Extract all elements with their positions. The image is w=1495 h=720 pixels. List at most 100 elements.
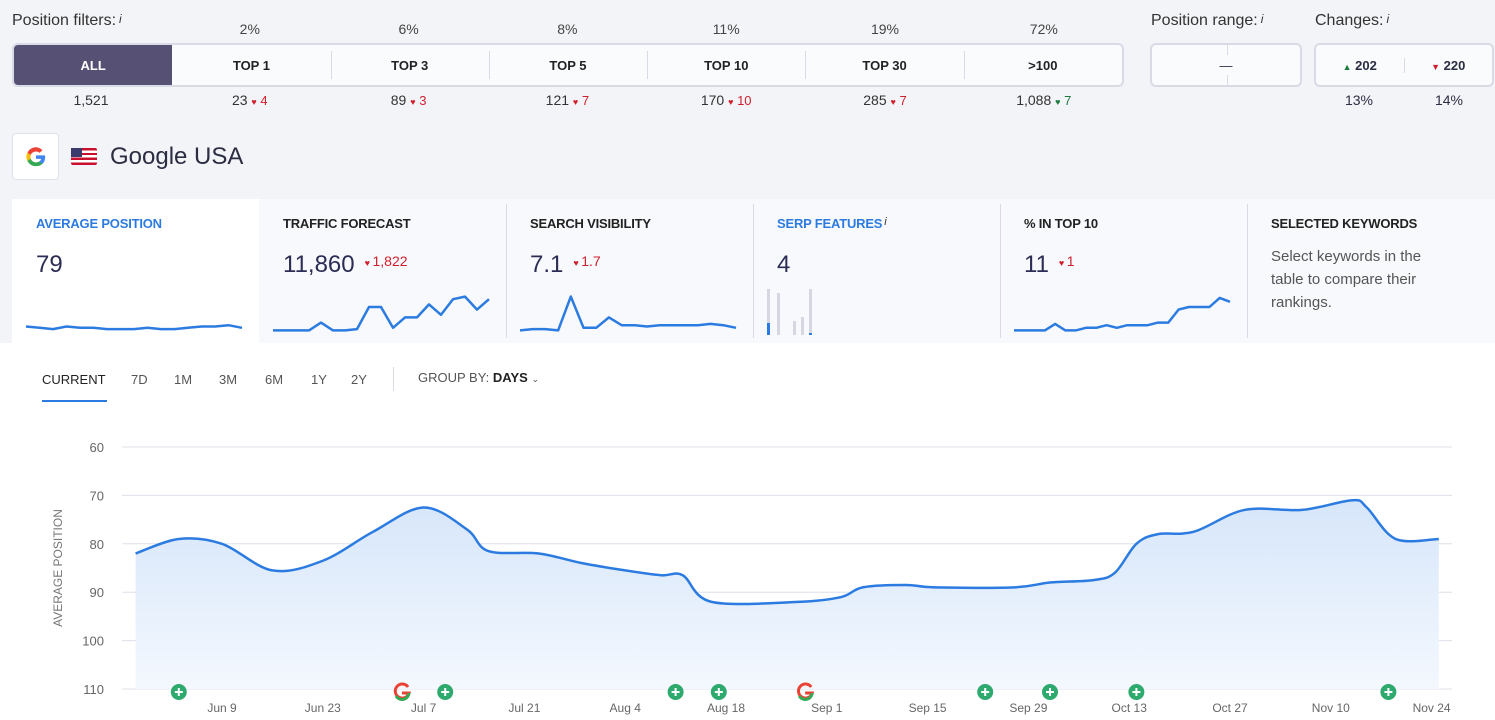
plus-event-icon[interactable] (977, 684, 994, 700)
position-range-input[interactable]: — (1150, 43, 1302, 87)
plus-event-icon[interactable] (170, 684, 187, 700)
filter-change: ♥ 7 (1055, 93, 1072, 108)
filter-change: ♥ 7 (890, 93, 907, 108)
info-icon[interactable]: i (1260, 12, 1264, 26)
position-filters-label: Position filters: i (12, 12, 122, 29)
filter-100[interactable]: >100 (963, 45, 1122, 85)
chart-line (135, 498, 1439, 606)
search-engine-name: Google USA (110, 143, 244, 170)
y-tick-label: 60 (90, 440, 104, 455)
info-icon[interactable]: i (119, 12, 122, 26)
filter-top-30[interactable]: TOP 30 (805, 45, 963, 85)
tab-period-1m[interactable]: 1M (174, 372, 193, 387)
changes-label: Changes: i (1315, 12, 1390, 29)
google-icon[interactable] (12, 133, 59, 180)
metric-card-average-position[interactable]: AVERAGE POSITION 79 (12, 199, 259, 343)
x-tick-label: Jul 7 (411, 701, 437, 715)
tab-period-current[interactable]: CURRENT (42, 372, 106, 387)
chevron-down-icon: ⌄ (531, 374, 540, 384)
card-value: 79 (36, 251, 63, 278)
tab-period-7d[interactable]: 7D (131, 372, 148, 387)
changes-down-button[interactable]: ▼ 220 (1431, 57, 1466, 73)
y-tick-label: 100 (82, 634, 104, 649)
position-filter-segmented: ALL TOP 1 TOP 3 TOP 5 TOP 10 TOP 30 >100 (12, 43, 1124, 87)
filter-share: 8% (557, 21, 578, 37)
filter-share: 19% (870, 21, 900, 37)
x-tick-label: Oct 27 (1212, 701, 1248, 715)
tab-period-3m[interactable]: 3M (219, 372, 238, 387)
metric-card-traffic-forecast[interactable]: TRAFFIC FORECAST 11,860 ♥ 1,822 (259, 199, 506, 343)
position-range-label: Position range: i (1151, 12, 1264, 29)
arrow-down-icon: ♥ (251, 97, 257, 107)
card-value: 11,860 ♥ 1,822 (283, 251, 408, 278)
info-icon[interactable]: i (884, 216, 887, 228)
x-tick-label: Oct 13 (1112, 701, 1148, 715)
arrow-down-icon: ♥ (1058, 258, 1067, 268)
filter-all[interactable]: ALL (14, 45, 173, 85)
filter-top-10[interactable]: TOP 10 (647, 45, 805, 85)
metric-card-serp-features[interactable]: SERP FEATURES i 4 (753, 199, 1000, 343)
card-sparkline (25, 323, 243, 331)
plus-event-icon[interactable] (710, 684, 727, 700)
google-update-icon[interactable] (393, 682, 412, 701)
filter-top-1[interactable]: TOP 1 (232, 57, 270, 73)
filter-share: 6% (398, 21, 419, 37)
sparkline-path (1014, 296, 1231, 332)
card-delta: ♥ 1.7 (573, 253, 601, 269)
metric-card-in-top-10[interactable]: % IN TOP 10 11 ♥ 1 (1000, 199, 1247, 343)
x-tick-label: Sep 15 (909, 701, 947, 715)
x-tick-label: Jun 23 (305, 701, 341, 715)
y-axis-label: AVERAGE POSITION (51, 509, 65, 627)
filter-top-5[interactable]: TOP 5 (488, 45, 647, 85)
changes-up-button[interactable]: ▲ 202 (1316, 57, 1405, 73)
plus-event-icon[interactable] (1128, 684, 1145, 700)
tab-period-6m[interactable]: 6M (265, 372, 284, 387)
filter-change: ♥ 10 (728, 93, 752, 108)
tab-underline (42, 400, 107, 402)
sparkline-path (273, 295, 490, 332)
arrow-down-icon: ♥ (573, 258, 582, 268)
card-sparkline (1014, 296, 1231, 332)
arrow-down-icon: ♥ (572, 97, 579, 107)
sparkline-path (25, 323, 243, 331)
y-tick-label: 110 (83, 682, 104, 697)
card-title: SERP FEATURES i (777, 216, 887, 231)
y-tick-label: 80 (90, 537, 104, 552)
y-tick-label: 70 (90, 488, 104, 503)
chart-area (135, 500, 1439, 689)
card-value: 4 (777, 251, 791, 278)
tab-period-2y[interactable]: 2Y (351, 372, 367, 387)
group-by-dropdown[interactable]: GROUP BY: DAYS ⌄ (418, 370, 540, 385)
arrow-down-green-icon: ♥ (1055, 97, 1061, 107)
arrow-down-icon: ▼ (1431, 61, 1441, 72)
google-update-icon[interactable] (797, 682, 815, 701)
us-flag-icon (71, 148, 97, 165)
filter-top-3[interactable]: TOP 3 (330, 45, 489, 85)
sparkline-path (519, 295, 737, 332)
filter-change: ♥ 7 (572, 93, 590, 108)
filter-share: 2% (239, 21, 260, 37)
filter-count: 1,088 ♥ 7 (1016, 92, 1072, 108)
metric-cards: AVERAGE POSITION 79 TRAFFIC FORECAST 11,860… (12, 199, 1495, 343)
x-tick-label: Sep 1 (811, 701, 843, 715)
card-value: 11 ♥ 1 (1024, 251, 1075, 278)
card-title: SEARCH VISIBILITY (530, 216, 651, 231)
tab-period-1y[interactable]: 1Y (311, 372, 327, 387)
metric-card-selected-keywords: SELECTED KEYWORDS Select keywords in the … (1247, 199, 1494, 343)
card-delta: ♥ 1,822 (364, 253, 408, 269)
filter-share: 11% (712, 21, 740, 37)
filter-count: 1,521 (73, 92, 109, 108)
plus-event-icon[interactable] (1042, 684, 1058, 700)
changes-filter: ▲ 202 ▼ 220 (1314, 43, 1494, 87)
plus-event-icon[interactable] (437, 684, 454, 700)
card-sparkline (767, 289, 812, 335)
x-tick-label: Aug 4 (610, 701, 642, 715)
plus-event-icon[interactable] (1380, 684, 1397, 700)
plus-event-icon[interactable] (667, 684, 684, 700)
filter-share: 72% (1029, 21, 1058, 37)
serp-bar (809, 289, 812, 335)
info-icon[interactable]: i (1386, 12, 1390, 26)
serp-bar-fill (809, 333, 812, 335)
x-tick-label: Jun 9 (207, 701, 237, 715)
metric-card-search-visibility[interactable]: SEARCH VISIBILITY 7.1 ♥ 1.7 (506, 199, 753, 343)
